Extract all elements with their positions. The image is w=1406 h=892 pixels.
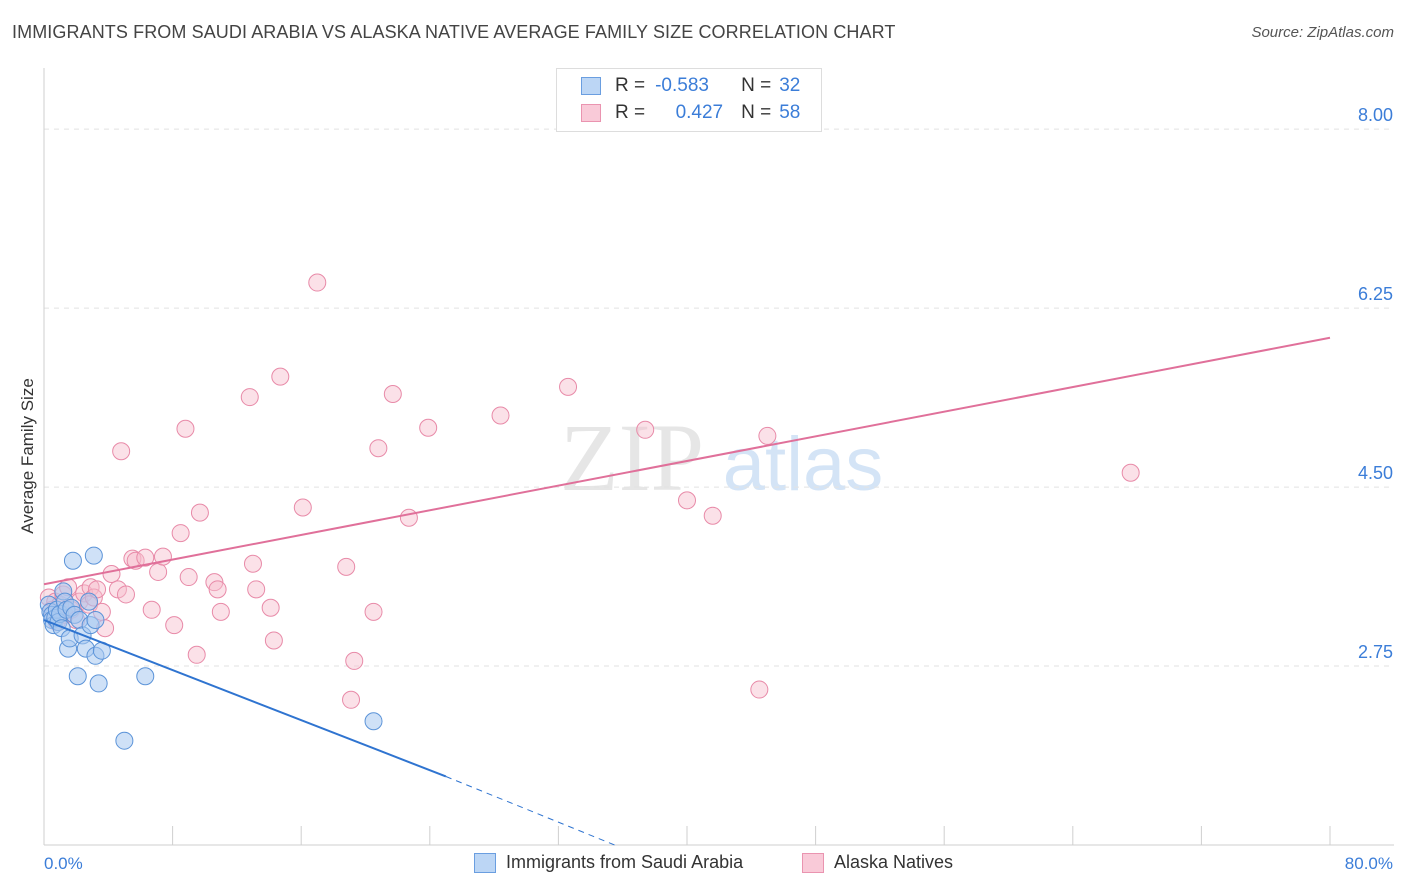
data-point-alaska-natives xyxy=(419,418,438,437)
watermark-atlas: atlas xyxy=(723,422,884,507)
bottom-legend-label-alaska-natives: Alaska Natives xyxy=(834,852,954,872)
x-tick-label-min: 0.0% xyxy=(44,854,83,873)
trend-line-extension-immigrants-saudi-arabia xyxy=(445,776,615,846)
legend-row-alaska-natives: R = 0.427 N = 58 xyxy=(581,102,800,124)
trend-lines xyxy=(43,336,1331,846)
data-point-alaska-natives xyxy=(364,602,383,621)
data-point-immigrants-saudi-arabia xyxy=(89,674,108,693)
data-point-alaska-natives xyxy=(261,598,280,617)
data-point-alaska-natives xyxy=(293,498,312,517)
data-point-alaska-natives xyxy=(636,420,655,439)
legend-r-value: -0.583 xyxy=(655,75,709,96)
data-point-alaska-natives xyxy=(345,651,364,670)
data-point-alaska-natives xyxy=(703,506,722,525)
legend-r-value: 0.427 xyxy=(675,102,724,123)
data-point-immigrants-saudi-arabia xyxy=(136,667,155,686)
data-point-alaska-natives xyxy=(211,602,230,621)
data-point-alaska-natives xyxy=(187,645,206,664)
data-point-immigrants-saudi-arabia xyxy=(63,551,82,570)
data-point-alaska-natives xyxy=(758,426,777,445)
legend-r-label: R = xyxy=(615,75,646,96)
x-tick-label-max: 80.0% xyxy=(1345,854,1393,873)
watermark-zip: ZIP xyxy=(560,404,704,511)
y-tick-label: 4.50 xyxy=(1358,463,1393,483)
bottom-legend-alaska-natives: Alaska Natives xyxy=(802,852,953,873)
data-point-alaska-natives xyxy=(142,600,161,619)
data-point-alaska-natives xyxy=(337,557,356,576)
chart-title: IMMIGRANTS FROM SAUDI ARABIA VS ALASKA N… xyxy=(12,22,896,42)
data-point-immigrants-saudi-arabia xyxy=(80,592,99,611)
legend-swatch-blue xyxy=(581,77,601,95)
data-point-alaska-natives xyxy=(190,503,209,522)
bottom-legend-saudi-arabia: Immigrants from Saudi Arabia xyxy=(474,852,743,873)
trend-line-immigrants-saudi-arabia xyxy=(43,619,447,778)
data-point-alaska-natives xyxy=(240,388,259,407)
data-point-alaska-natives xyxy=(112,442,131,461)
legend-swatch-pink xyxy=(581,104,601,122)
data-point-alaska-natives xyxy=(171,524,190,543)
data-point-alaska-natives xyxy=(1121,463,1140,482)
data-point-immigrants-saudi-arabia xyxy=(84,546,103,565)
data-point-alaska-natives xyxy=(369,439,388,458)
data-point-alaska-natives xyxy=(342,690,361,709)
data-point-immigrants-saudi-arabia xyxy=(68,667,87,686)
watermark: ZIP atlas xyxy=(560,404,883,511)
y-tick-labels: 2.75 4.50 6.25 8.00 xyxy=(1358,105,1393,662)
bottom-legend-swatch-blue xyxy=(474,852,496,873)
data-point-immigrants-saudi-arabia xyxy=(86,611,105,630)
data-point-immigrants-saudi-arabia xyxy=(364,712,383,731)
correlation-legend: R = -0.583 N = 32 R = 0.427 N = 58 xyxy=(556,68,822,132)
y-tick-label: 6.25 xyxy=(1358,284,1393,304)
data-point-alaska-natives xyxy=(149,562,168,581)
data-point-alaska-natives xyxy=(271,367,290,386)
data-point-alaska-natives xyxy=(264,631,283,650)
data-point-immigrants-saudi-arabia xyxy=(115,731,134,750)
legend-n-label: N = xyxy=(741,102,772,123)
axes xyxy=(43,68,1394,846)
source-label: Source: ZipAtlas.com xyxy=(1251,24,1394,41)
series-immigrants-saudi-arabia xyxy=(39,546,383,750)
legend-row-saudi-arabia: R = -0.583 N = 32 xyxy=(581,75,800,97)
data-point-alaska-natives xyxy=(559,377,578,396)
y-tick-label: 2.75 xyxy=(1358,642,1393,662)
legend-n-value: 32 xyxy=(779,75,801,96)
data-point-alaska-natives xyxy=(308,273,327,292)
data-point-alaska-natives xyxy=(165,616,184,635)
data-point-alaska-natives xyxy=(383,385,402,404)
data-point-alaska-natives xyxy=(491,406,510,425)
y-tick-label: 8.00 xyxy=(1358,105,1393,125)
bottom-legend-swatch-pink xyxy=(802,852,824,873)
legend-r-label: R = xyxy=(615,102,646,123)
data-point-alaska-natives xyxy=(247,580,266,599)
y-axis-label: Average Family Size xyxy=(18,378,37,534)
data-point-alaska-natives xyxy=(136,548,155,567)
legend-n-value: 58 xyxy=(779,102,801,123)
data-point-alaska-natives xyxy=(116,585,135,604)
trend-line-alaska-natives xyxy=(43,336,1331,586)
data-point-alaska-natives xyxy=(102,564,121,583)
data-point-alaska-natives xyxy=(179,568,198,587)
data-point-alaska-natives xyxy=(176,419,195,438)
data-point-alaska-natives xyxy=(678,491,696,510)
data-point-alaska-natives xyxy=(399,508,418,527)
legend-n-label: N = xyxy=(741,75,772,96)
data-point-alaska-natives xyxy=(243,554,262,573)
bottom-legend-label-saudi-arabia: Immigrants from Saudi Arabia xyxy=(506,852,744,872)
data-point-alaska-natives xyxy=(750,680,769,699)
data-point-alaska-natives xyxy=(208,580,227,599)
